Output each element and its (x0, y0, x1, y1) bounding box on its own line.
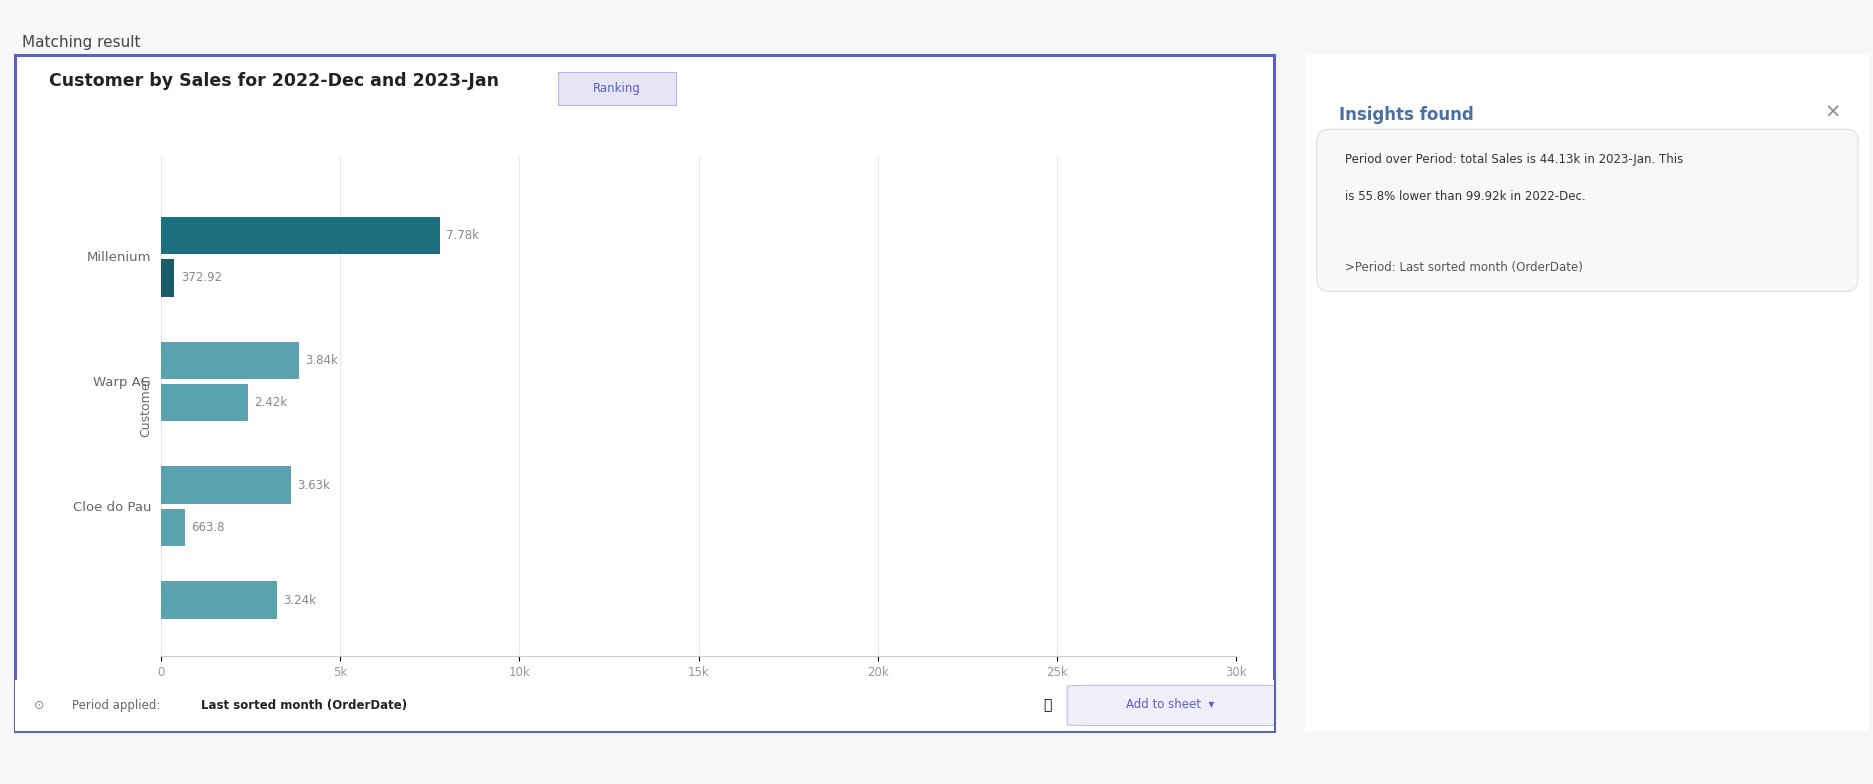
Text: Millenium: Millenium (86, 252, 152, 264)
Text: Insights found: Insights found (1339, 106, 1474, 124)
Bar (161, 260, 174, 296)
Bar (161, 581, 277, 619)
Bar (161, 216, 440, 254)
Text: 3.24k: 3.24k (283, 593, 317, 607)
Text: 7.78k: 7.78k (446, 229, 479, 242)
Text: Add to sheet  ▾: Add to sheet ▾ (1126, 698, 1214, 710)
FancyBboxPatch shape (1317, 129, 1858, 292)
Bar (161, 342, 298, 379)
Bar (161, 509, 185, 546)
FancyBboxPatch shape (1068, 685, 1287, 726)
Text: 👍: 👍 (1043, 699, 1051, 712)
Text: 3.84k: 3.84k (305, 354, 337, 367)
Text: is 55.8% lower than 99.92k in 2022-Dec.: is 55.8% lower than 99.92k in 2022-Dec. (1345, 190, 1586, 203)
Bar (161, 384, 247, 422)
Text: Period applied:: Period applied: (71, 699, 167, 712)
Text: ×: × (1824, 102, 1841, 122)
Text: 663.8: 663.8 (191, 521, 225, 534)
Text: Last sorted month (OrderDate): Last sorted month (OrderDate) (200, 699, 408, 712)
Text: 3.63k: 3.63k (298, 479, 330, 492)
Text: Warp AG: Warp AG (94, 376, 152, 390)
Bar (161, 466, 290, 504)
Text: Cloe do Pau: Cloe do Pau (73, 501, 152, 514)
Text: ⊙: ⊙ (34, 699, 45, 712)
Text: >Period: Last sorted month (OrderDate): >Period: Last sorted month (OrderDate) (1345, 261, 1583, 274)
Text: Ranking: Ranking (594, 82, 641, 95)
Text: Matching result: Matching result (22, 35, 140, 50)
Text: Customer by Sales for 2022-Dec and 2023-Jan: Customer by Sales for 2022-Dec and 2023-… (49, 72, 498, 90)
Text: 2.42k: 2.42k (255, 396, 287, 409)
Text: 372.92: 372.92 (182, 271, 223, 285)
Text: Period over Period: total Sales is 44.13k in 2023-Jan. This: Period over Period: total Sales is 44.13… (1345, 153, 1684, 166)
Y-axis label: Customer: Customer (140, 376, 154, 437)
X-axis label: Sales 2023-Jan, Sales 2022-Dec: Sales 2023-Jan, Sales 2022-Dec (599, 688, 798, 700)
